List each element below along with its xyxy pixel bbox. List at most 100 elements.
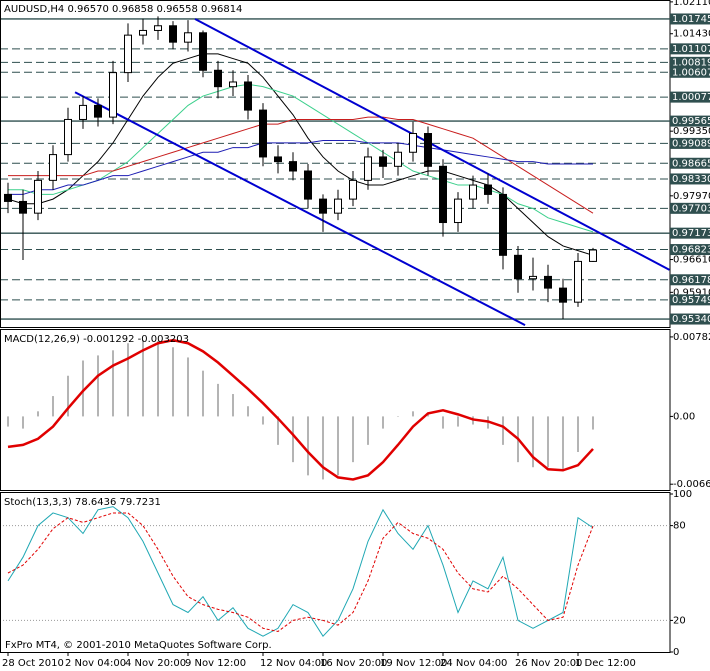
- macd-bar: [532, 416, 534, 468]
- moving-average: [8, 140, 593, 195]
- macd-bar: [352, 416, 354, 463]
- candle-body: [229, 81, 237, 88]
- candle-body: [394, 151, 402, 167]
- level-label: 1.00607: [672, 67, 710, 78]
- level-label: 0.98665: [672, 158, 710, 169]
- level-label: 1.00819: [672, 57, 710, 68]
- level-label-box: [670, 227, 710, 239]
- candle-body: [49, 154, 57, 181]
- x-tick-label: 2 Nov 04:00: [65, 658, 126, 669]
- y-tick-label: 20: [673, 615, 686, 626]
- macd-bar: [22, 416, 24, 429]
- level-label-box: [670, 137, 710, 149]
- candle-body: [289, 161, 297, 172]
- candle-body: [244, 81, 252, 111]
- macd-bar: [142, 340, 144, 417]
- macd-bar: [412, 411, 414, 417]
- x-tick-label: 16 Nov 20:00: [320, 658, 387, 669]
- level-label: 0.95340: [672, 314, 710, 325]
- y-tick-label: 0.00782: [673, 332, 710, 343]
- candle-body: [139, 29, 147, 36]
- macd-signal: [7, 338, 594, 481]
- level-label: 0.97173: [672, 228, 710, 239]
- x-tick-label: 4 Nov 20:00: [125, 658, 186, 669]
- trend-line: [74, 91, 526, 327]
- macd-bar: [262, 416, 264, 425]
- macd-bar: [67, 375, 69, 417]
- level-label: 0.97703: [672, 203, 710, 214]
- candle-body: [364, 156, 372, 181]
- candle-body: [559, 287, 567, 303]
- macd-bar: [127, 343, 129, 417]
- macd-bar: [562, 416, 564, 470]
- macd-bar: [232, 394, 234, 417]
- candle-body: [439, 165, 447, 224]
- level-label: 0.95749: [672, 295, 710, 306]
- macd-bar: [547, 416, 549, 468]
- stoch-title: Stoch(13,3,3) 78.6436 79.7231: [4, 497, 161, 508]
- trend-line: [194, 18, 670, 271]
- y-tick-label: 0.00: [673, 411, 695, 422]
- candle-body: [469, 184, 477, 200]
- candle-body: [589, 249, 597, 262]
- candle-body: [4, 193, 12, 202]
- level-label: 0.99089: [672, 138, 710, 149]
- level-label: 0.99565: [672, 116, 710, 127]
- candle-body: [499, 193, 507, 256]
- candle-body: [484, 184, 492, 195]
- macd-bar: [457, 416, 459, 427]
- x-tick-label: 19 Nov 12:00: [380, 658, 447, 669]
- macd-plot: [7, 338, 594, 481]
- macd-bar: [337, 416, 339, 476]
- x-tick-label: 24 Nov 04:00: [440, 658, 507, 669]
- macd-bar: [172, 347, 174, 417]
- candle-body: [529, 275, 537, 280]
- candle-body: [514, 254, 522, 280]
- candle-body: [124, 34, 132, 74]
- y-tick-label: 0.95910: [673, 287, 710, 298]
- level-label-box: [670, 91, 710, 103]
- macd-bar: [322, 416, 324, 480]
- macd-bar: [202, 370, 204, 417]
- y-tick-label: 100: [673, 489, 692, 500]
- candle-body: [349, 179, 357, 200]
- candle-body: [184, 32, 192, 43]
- stoch-plot: [1, 506, 670, 638]
- level-label: 0.96178: [672, 275, 710, 286]
- macd-bar: [277, 416, 279, 445]
- candle-body: [574, 260, 582, 303]
- candle-body: [304, 170, 312, 200]
- candle-body: [379, 156, 387, 167]
- macd-bar: [307, 416, 309, 476]
- candle-body: [214, 69, 222, 88]
- level-label-box: [670, 274, 710, 286]
- stoch-main: [7, 506, 594, 638]
- x-tick-label: 28 Oct 2010: [2, 658, 64, 669]
- stoch-signal: [7, 512, 594, 632]
- x-tick-label: 12 Nov 04:00: [260, 658, 327, 669]
- macd-bar: [502, 416, 504, 445]
- main-plot: [1, 16, 670, 327]
- macd-bar: [577, 416, 579, 452]
- level-label: 1.01745: [672, 14, 710, 25]
- level-label-box: [670, 66, 710, 78]
- candle-body: [64, 118, 72, 156]
- candle-body: [109, 72, 117, 118]
- macd-bar: [97, 355, 99, 417]
- moving-average: [8, 116, 594, 214]
- level-label-box: [670, 115, 710, 127]
- level-label-box: [670, 56, 710, 68]
- candle-body: [19, 200, 27, 214]
- macd-bar: [37, 411, 39, 417]
- macd-bar: [367, 416, 369, 445]
- x-tick-label: 26 Nov 20:00: [515, 658, 582, 669]
- macd-bar: [292, 416, 294, 463]
- macd-bar: [382, 416, 384, 429]
- y-tick-label: 80: [673, 521, 686, 532]
